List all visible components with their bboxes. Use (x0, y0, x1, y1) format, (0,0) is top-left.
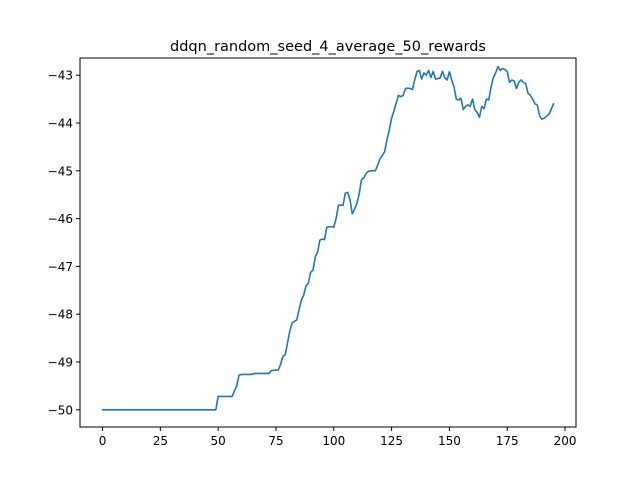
x-tick-label: 100 (322, 434, 345, 448)
x-tick-label: 25 (153, 434, 168, 448)
chart-title: ddqn_random_seed_4_average_50_rewards (170, 39, 486, 55)
x-tick-label: 175 (496, 434, 519, 448)
x-tick-label: 125 (380, 434, 403, 448)
y-tick-label: −44 (48, 117, 73, 131)
series-line-0 (101, 65, 555, 411)
y-tick-label: −48 (48, 308, 73, 322)
y-tick-label: −45 (48, 164, 73, 178)
x-tick-label: 150 (438, 434, 461, 448)
y-tick-label: −49 (48, 355, 73, 369)
x-tick-label: 0 (99, 434, 107, 448)
x-tick-label: 75 (268, 434, 283, 448)
y-tick-label: −47 (48, 260, 73, 274)
y-tick-label: −46 (48, 212, 73, 226)
y-tick-label: −43 (48, 69, 73, 83)
y-tick-label: −50 (48, 403, 73, 417)
x-tick-label: 200 (554, 434, 577, 448)
x-tick-label: 50 (211, 434, 226, 448)
plot-area: 0 25 50 75 100 125 150 175 200 −50 −49 −48 −47 −46 −45… (48, 65, 577, 448)
plot-frame (79, 57, 577, 428)
